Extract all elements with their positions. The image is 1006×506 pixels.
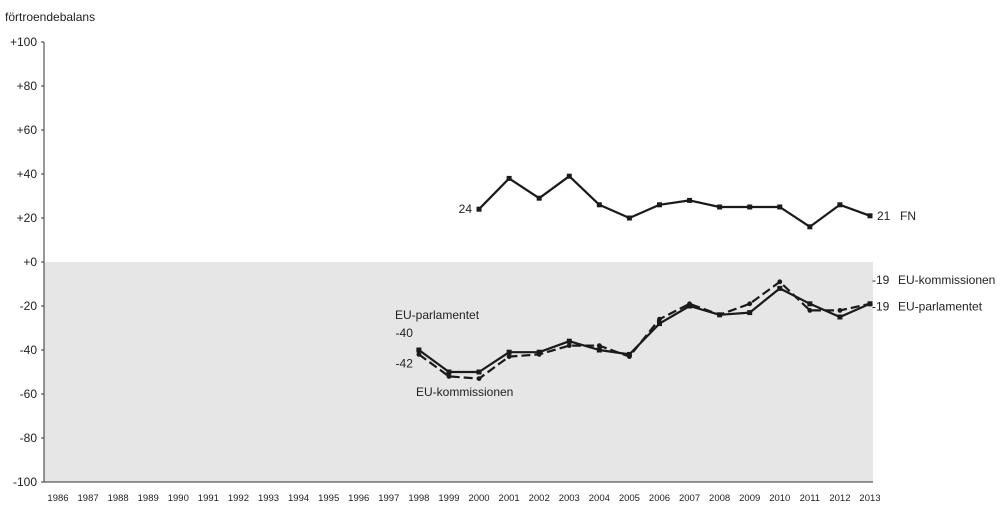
x-tick-label: 2013 <box>859 493 880 504</box>
data-point <box>596 202 602 208</box>
y-tick-label: -80 <box>20 431 38 445</box>
x-tick-label: 2004 <box>589 493 610 504</box>
data-point <box>687 197 693 203</box>
data-point <box>536 352 542 357</box>
data-point <box>476 206 482 212</box>
x-tick-label: 2008 <box>709 493 730 504</box>
y-tick-label: +100 <box>10 35 37 49</box>
data-point <box>506 354 512 359</box>
x-tick-label: 1996 <box>348 493 369 504</box>
x-tick-label: 1999 <box>438 493 459 504</box>
data-point <box>566 173 572 179</box>
data-point <box>747 310 753 316</box>
x-tick-label: 1991 <box>198 493 219 504</box>
x-tick-label: 1997 <box>378 493 399 504</box>
x-tick-label: 2001 <box>499 493 520 504</box>
eu-kommissionen-end-name: EU-kommissionen <box>898 273 995 287</box>
data-point <box>777 279 783 285</box>
x-tick-label: 1988 <box>108 493 129 504</box>
x-tick-label: 1998 <box>408 493 429 504</box>
x-tick-label: 2006 <box>649 493 670 504</box>
y-axis-label: förtroendebalans <box>5 10 95 24</box>
x-tick-label: 2000 <box>468 493 489 504</box>
y-tick-label: -60 <box>20 387 38 401</box>
data-point <box>656 321 662 327</box>
x-tick-label: 2011 <box>800 493 820 504</box>
data-point <box>476 369 482 375</box>
y-tick-label: +0 <box>23 255 37 269</box>
x-tick-label: 2007 <box>679 493 700 504</box>
y-tick-label: -40 <box>20 343 38 357</box>
data-point <box>717 312 723 318</box>
data-point <box>506 175 512 181</box>
series-line-eu-kommissionen <box>418 280 871 380</box>
data-point <box>627 354 632 359</box>
data-point <box>446 374 452 379</box>
x-tick-label: 1989 <box>138 493 159 504</box>
data-point <box>747 204 753 210</box>
data-point <box>657 316 662 322</box>
data-point <box>867 213 873 219</box>
y-tick-label: -100 <box>13 475 37 489</box>
y-tick-label: +20 <box>17 211 38 225</box>
eu-kommissionen-start-name: EU-kommissionen <box>416 385 513 399</box>
data-point <box>446 369 452 375</box>
data-point <box>777 285 783 291</box>
series-line-fn <box>478 175 871 228</box>
plot-area: +100 +80 +60 +40 +20 +0 -20 -40 -60 -80 -100 1986 19… <box>10 35 995 504</box>
fn-end-value: 21 <box>877 209 891 223</box>
data-point <box>807 224 813 230</box>
x-tick-label: 2009 <box>739 493 760 504</box>
eu-parlamentet-start-value: -40 <box>396 326 414 340</box>
data-point <box>626 215 632 221</box>
data-point <box>747 301 753 307</box>
x-tick-label: 1986 <box>47 493 68 504</box>
data-point <box>807 308 813 313</box>
data-point <box>837 314 843 320</box>
eu-parlamentet-end-value: -19 <box>872 299 890 313</box>
data-point <box>416 352 422 357</box>
y-tick-label: -20 <box>20 299 38 313</box>
data-point <box>656 202 662 208</box>
y-tick-label: +60 <box>17 123 38 137</box>
data-point <box>536 195 542 201</box>
data-point <box>476 376 482 381</box>
fn-series-label: FN <box>900 209 916 223</box>
x-tick-label: 1990 <box>168 493 189 504</box>
x-tick-label: 2012 <box>829 493 850 504</box>
data-point <box>566 338 572 344</box>
x-tick-label: 2010 <box>769 493 790 504</box>
data-point <box>416 347 422 353</box>
eu-kommissionen-end-value: -19 <box>872 273 890 287</box>
y-tick-label: +80 <box>17 79 38 93</box>
data-point <box>867 301 873 307</box>
data-point <box>837 308 843 313</box>
data-point <box>596 343 602 348</box>
x-tick-label: 2002 <box>529 493 550 504</box>
x-tick-label: 1987 <box>78 493 99 504</box>
data-point <box>596 347 602 353</box>
data-point <box>687 301 692 307</box>
x-tick-label: 1992 <box>228 493 249 504</box>
eu-parlamentet-end-name: EU-parlamentet <box>898 299 983 313</box>
eu-parlamentet-start-name: EU-parlamentet <box>395 308 480 322</box>
eu-kommissionen-start-value: -42 <box>396 357 414 371</box>
x-tick-label: 1995 <box>318 493 339 504</box>
y-tick-label: +40 <box>17 167 38 181</box>
fn-start-value: 24 <box>459 202 473 216</box>
x-tick-label: 1993 <box>258 493 279 504</box>
data-point <box>717 204 723 210</box>
data-point <box>807 301 813 307</box>
x-tick-label: 1994 <box>288 493 309 504</box>
data-point <box>777 204 783 210</box>
data-point <box>837 202 843 208</box>
x-tick-label: 2005 <box>619 493 640 504</box>
x-tick-label: 2003 <box>559 493 580 504</box>
data-point <box>566 343 572 348</box>
data-point <box>506 349 512 355</box>
